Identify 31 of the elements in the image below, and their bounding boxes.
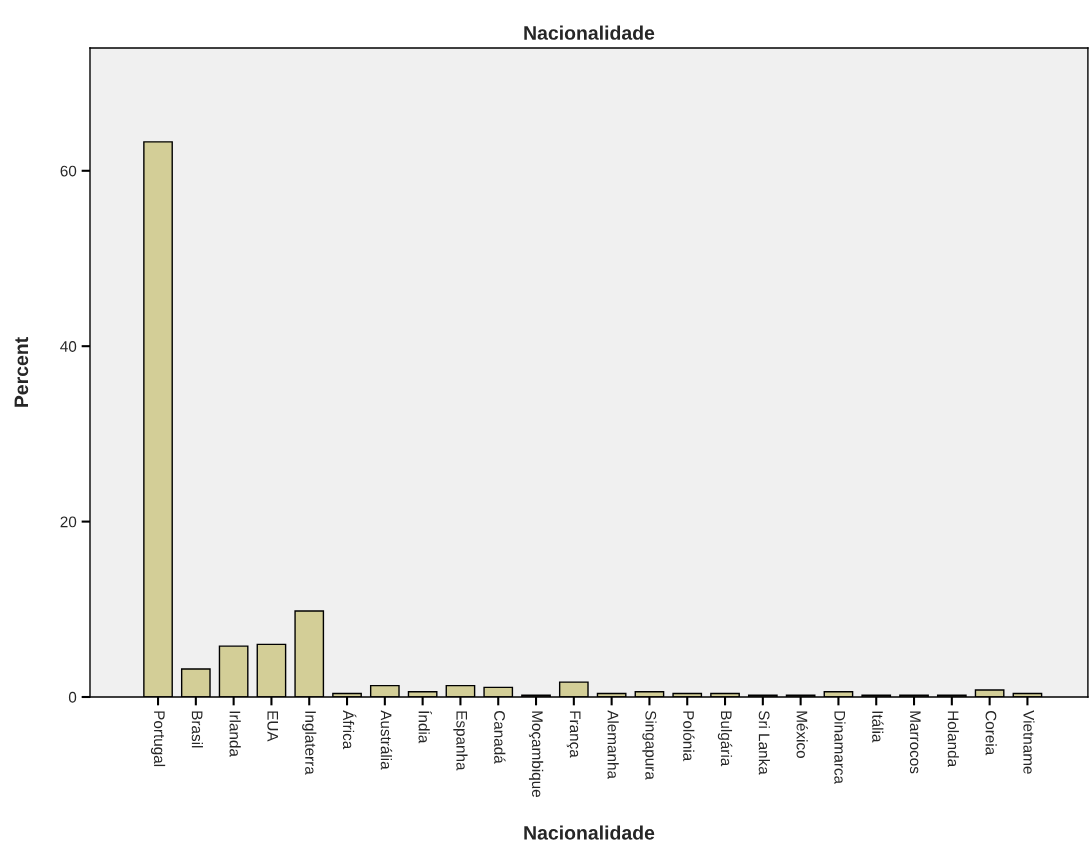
x-tick-label: Irlanda <box>229 711 241 757</box>
x-tick-label: Polónia <box>683 711 695 762</box>
x-tick-label: Dinamarca <box>834 711 846 785</box>
chart-title: Nacionalidade <box>524 25 655 40</box>
x-tick-label: Austrália <box>380 710 393 770</box>
x-tick-label: México <box>796 711 808 758</box>
x-tick-label: Inglaterra <box>302 711 317 775</box>
x-tick-label: Marrocos <box>909 711 921 774</box>
x-tick-label: EUA <box>267 711 278 742</box>
x-tick-label: Vietname <box>1023 710 1035 774</box>
x-tick-label: Itália <box>872 711 884 743</box>
x-tick-label: Sri Lanka <box>758 710 770 775</box>
x-tick-label: Bulgária <box>717 711 733 767</box>
x-tick-label: Brasil <box>191 711 203 748</box>
x-tick-label: África <box>342 710 357 750</box>
x-tick-label: Alemanha <box>607 710 619 779</box>
y-tick-label: 0 <box>68 691 77 703</box>
y-tick-label: 40 <box>60 341 77 352</box>
x-tick-label: Holanda <box>947 711 959 768</box>
x-tick-label: Índia <box>418 711 432 744</box>
x-tick-label: Moçambique <box>528 711 544 797</box>
x-axis-title: Nacionalidade <box>524 825 655 840</box>
x-tick-label: França <box>566 711 581 758</box>
y-axis-title: Percent <box>14 337 29 407</box>
x-tick-label: Coreia <box>985 710 997 756</box>
y-tick-label: 60 <box>60 165 77 177</box>
x-tick-label: Espanha <box>453 711 468 771</box>
y-tick-label: 20 <box>60 516 77 528</box>
x-tick-label: Portugal <box>150 711 166 767</box>
x-tick-label: Canadá <box>494 710 506 764</box>
x-tick-label: Singapura <box>642 710 657 780</box>
